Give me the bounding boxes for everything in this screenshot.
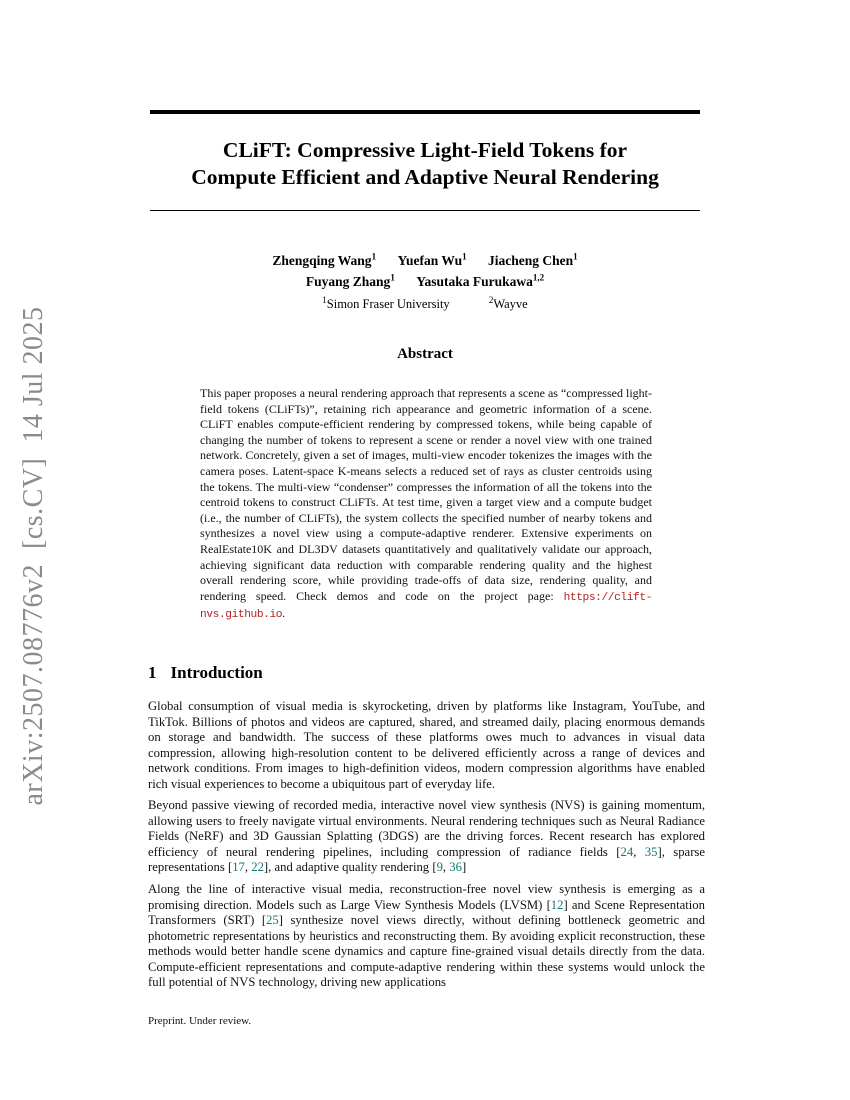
text-segment: . — [282, 606, 286, 621]
author-affil-sup: 1 — [462, 251, 467, 261]
author-name: Yasutaka Furukawa1,2 — [416, 272, 545, 289]
text-segment: Global consumption of visual media is sk… — [148, 699, 705, 791]
author-name: Yuefan Wu1 — [397, 251, 467, 268]
paper-title-line1: CLiFT: Compressive Light-Field Tokens fo… — [222, 138, 628, 162]
authors-block: Zhengqing Wang1 Yuefan Wu1 Jiacheng Chen… — [150, 248, 700, 290]
section-heading-introduction: 1 Introduction — [148, 663, 705, 683]
citation-link[interactable]: 36 — [449, 860, 462, 874]
authors-row-2: Fuyang Zhang1 Yasutaka Furukawa1,2 — [150, 269, 700, 290]
text-segment: ] and Scene Representation Transformers … — [148, 897, 705, 928]
author-name: Jiacheng Chen1 — [487, 251, 578, 268]
text-segment: ] — [461, 860, 467, 874]
title-rule-top — [150, 110, 700, 114]
affiliation-sup: 2 — [488, 295, 494, 305]
text-segment: Along the line of interactive visual med… — [148, 882, 705, 912]
author-name: Zhengqing Wang1 — [272, 251, 377, 268]
intro-paragraph-2: Beyond passive viewing of recorded media… — [148, 798, 705, 876]
author-affil-sup: 1 — [390, 272, 395, 282]
affiliation-name: Simon Fraser University — [326, 297, 450, 312]
paper-title: CLiFT: Compressive Light-Field Tokens fo… — [150, 137, 700, 191]
text-segment: ] synthesize novel views directly, witho… — [148, 913, 705, 989]
intro-paragraph-3: Along the line of interactive visual med… — [148, 882, 705, 991]
affiliations: 1Simon Fraser University 2Wayve — [150, 295, 700, 312]
affiliation-sup: 1 — [322, 295, 327, 305]
text-segment: Beyond passive viewing of recorded media… — [148, 798, 705, 859]
citation-link[interactable]: 35 — [644, 844, 658, 859]
author-affil-sup: 1 — [371, 251, 377, 261]
text-segment: , — [442, 860, 450, 874]
intro-paragraph-1: Global consumption of visual media is sk… — [148, 699, 705, 792]
authors-row-1: Zhengqing Wang1 Yuefan Wu1 Jiacheng Chen… — [150, 248, 700, 269]
text-segment: , — [633, 844, 645, 859]
author-name-text: Yasutaka Furukawa — [416, 273, 533, 289]
section-number: 1 — [148, 663, 157, 682]
project-url-link[interactable]: https://clift-nvs.github.io — [200, 591, 652, 622]
preprint-footer: Preprint. Under review. — [148, 1015, 252, 1027]
title-rule-bottom — [150, 210, 700, 211]
author-name-text: Jiacheng Chen — [487, 252, 574, 268]
text-segment: ], sparse representations [ — [148, 844, 705, 875]
author-affil-sup: 1,2 — [532, 272, 545, 282]
author-affil-sup: 1 — [573, 251, 578, 261]
affiliation-name: Wayve — [493, 297, 528, 312]
text-segment: ], and adaptive quality rendering [ — [263, 860, 437, 874]
citation-link[interactable]: 12 — [550, 897, 564, 912]
citation-link[interactable]: 25 — [266, 913, 279, 927]
affiliation: 2Wayve — [488, 295, 528, 312]
abstract-heading: Abstract — [397, 346, 453, 362]
citation-link[interactable]: 9 — [436, 860, 443, 874]
citation-link[interactable]: 17 — [232, 860, 245, 874]
citation-link[interactable]: 22 — [251, 860, 264, 874]
author-name-text: Fuyang Zhang — [305, 273, 391, 289]
text-segment: , — [244, 860, 252, 874]
citation-link[interactable]: 24 — [620, 844, 634, 859]
arxiv-stamp: arXiv:2507.08776v2 [cs.CV] 14 Jul 2025 — [18, 306, 49, 806]
author-name-text: Zhengqing Wang — [272, 252, 372, 268]
paper-title-line2: Compute Efficient and Adaptive Neural Re… — [191, 165, 659, 189]
affiliation: 1Simon Fraser University — [322, 295, 450, 312]
author-name: Fuyang Zhang1 — [305, 272, 395, 289]
author-name-text: Yuefan Wu — [397, 252, 463, 268]
abstract-text: This paper proposes a neural rendering a… — [200, 386, 652, 624]
section-title: Introduction — [170, 663, 263, 682]
text-segment: This paper proposes a neural rendering a… — [200, 386, 652, 603]
